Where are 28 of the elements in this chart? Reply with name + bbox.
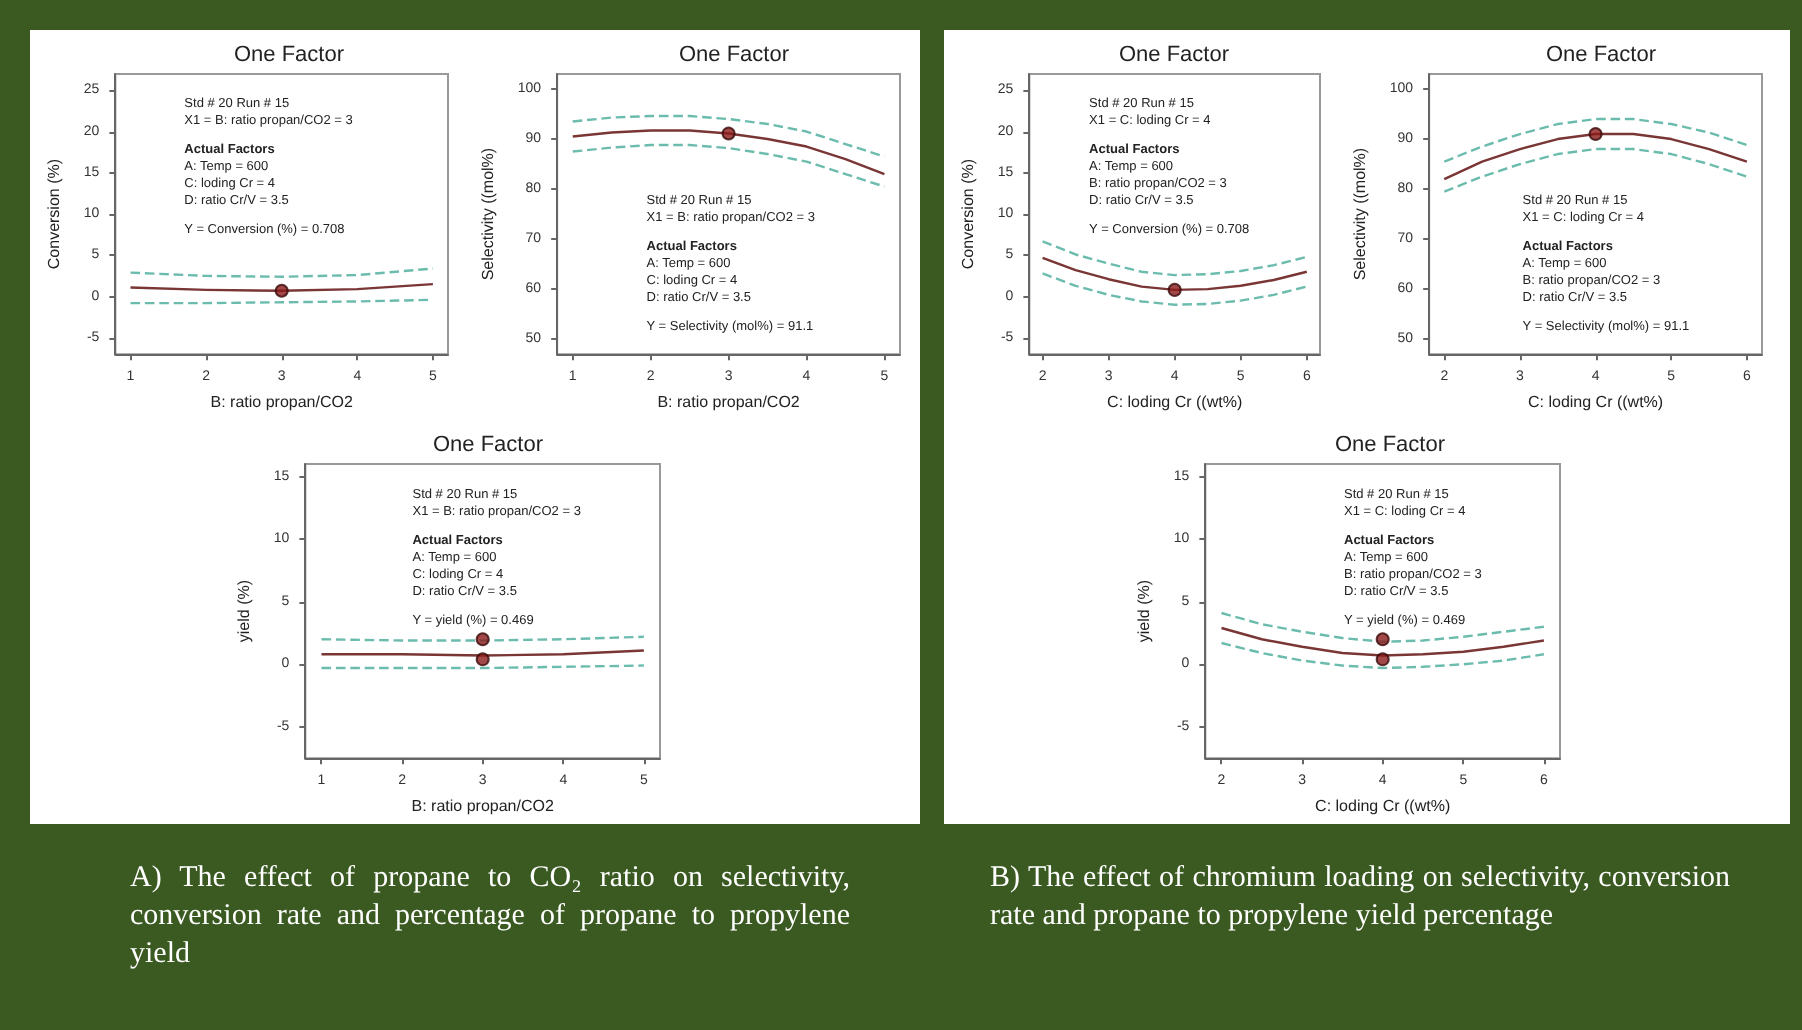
y-axis-title: Conversion (%) — [45, 158, 63, 270]
line-series — [571, 114, 886, 158]
x-axis-title: C: loding Cr ((wt%) — [1107, 393, 1243, 411]
x-axis-title: B: ratio propan/CO2 — [657, 393, 801, 411]
x-axis-title: B: ratio propan/CO2 — [210, 393, 354, 411]
x-axis-title: C: loding Cr ((wt%) — [1528, 393, 1664, 411]
chart-title: One Factor — [233, 43, 345, 67]
line-series — [1041, 272, 1308, 306]
x-axis-title: C: loding Cr ((wt%) — [1315, 797, 1451, 815]
chart-title: One Factor — [678, 43, 790, 67]
y-axis-title: yield (%) — [235, 579, 253, 643]
y-axis-title: yield (%) — [1135, 579, 1153, 643]
chart-title: One Factor — [432, 433, 544, 457]
chart-title: One Factor — [1118, 43, 1230, 67]
line-series — [1443, 117, 1749, 163]
y-axis-title: Selectivity ((mol%) — [1351, 147, 1369, 281]
chart-title: One Factor — [1545, 43, 1657, 67]
line-series — [1443, 147, 1749, 193]
y-axis-title: Conversion (%) — [959, 158, 977, 270]
text: A) The effect of propane to CO₂ ratio on selectivity, conversion rate and percentage of propane to propylene yield — [130, 860, 850, 974]
line-series — [1220, 641, 1546, 670]
chart-title: One Factor — [1334, 433, 1446, 457]
line-series — [571, 143, 886, 188]
text: B) The effect of chromium loading on selectivity, conversion rate and propane to propylene yield percentage — [990, 860, 1730, 936]
line-series — [571, 129, 886, 176]
line-series — [1041, 240, 1308, 277]
y-axis-title: Selectivity ((mol%) — [479, 147, 497, 281]
x-axis-title: B: ratio propan/CO2 — [411, 797, 555, 815]
